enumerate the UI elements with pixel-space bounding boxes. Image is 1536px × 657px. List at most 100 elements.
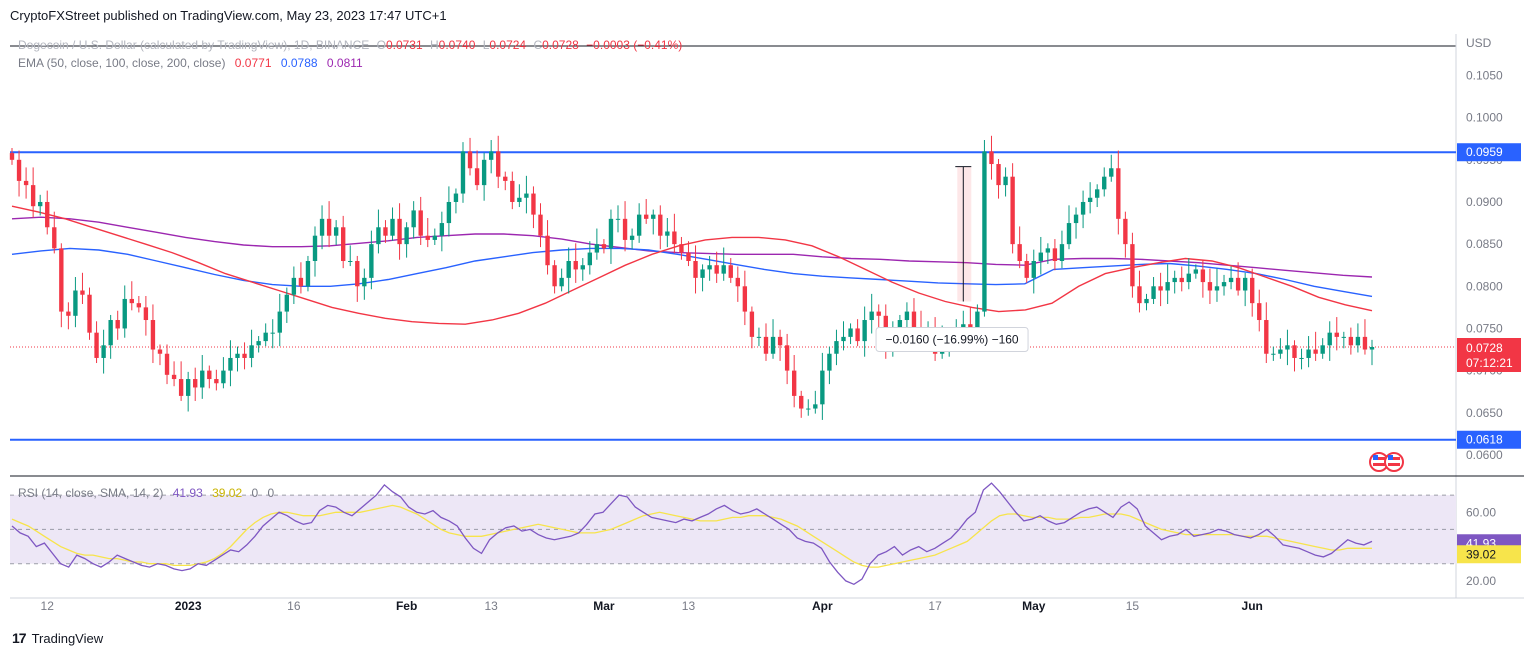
last-price-label: 0.0728 <box>1466 341 1503 355</box>
candle-body <box>122 298 127 329</box>
candle-body <box>524 193 529 198</box>
candle-body <box>1271 353 1276 355</box>
candle-body <box>1158 286 1163 291</box>
footer-brand[interactable]: 17 TradingView <box>12 630 103 646</box>
time-tick-label: 13 <box>484 599 498 613</box>
candle-body <box>1186 273 1191 283</box>
candle-body <box>474 168 480 186</box>
rsi-legend[interactable]: RSI (14, close, SMA, 14, 2) 41.93 39.02 … <box>18 486 275 500</box>
time-axis[interactable]: 12 2023 16 Feb 13 Mar 13 Apr 17 May 15 Jun <box>41 599 1263 613</box>
time-tick-label: 2023 <box>175 599 202 613</box>
candle-body <box>1087 197 1093 202</box>
candle-body <box>460 151 466 194</box>
candle-body <box>996 164 1001 186</box>
publish-header: CryptoFXStreet published on TradingView.… <box>10 8 447 23</box>
candle-body <box>869 311 874 321</box>
candle-body <box>404 227 409 245</box>
symbol-legend[interactable]: Dogecoin / U.S. Dollar (calculated by Tr… <box>18 38 682 52</box>
candle-body <box>1144 298 1149 304</box>
ema200-line <box>11 216 1373 278</box>
candle-body <box>305 261 311 287</box>
candle-body <box>1102 176 1107 190</box>
time-tick-label: Feb <box>396 599 417 613</box>
candle-body <box>193 379 198 388</box>
candle-body <box>1179 277 1184 283</box>
candle-body <box>355 261 360 287</box>
candle-body <box>1299 357 1304 359</box>
candle-body <box>911 311 917 329</box>
candle-body <box>806 408 811 410</box>
level-price-label: 0.0618 <box>1466 433 1503 447</box>
price-axis[interactable]: 0.10500.10000.09500.09000.08500.08000.07… <box>1457 69 1521 462</box>
candle-body <box>496 151 501 177</box>
ema-legend[interactable]: EMA (50, close, 100, close, 200, close) … <box>18 56 363 70</box>
candle-body <box>439 223 445 236</box>
candle-body <box>608 218 614 249</box>
candle-body <box>777 336 783 346</box>
level-price-tag <box>1457 430 1521 449</box>
candle-body <box>369 244 374 278</box>
candle-body <box>319 218 325 236</box>
candle-body <box>1207 282 1213 291</box>
candle-body <box>622 218 628 240</box>
candle-body <box>298 277 304 287</box>
candle-body <box>1003 176 1008 186</box>
candle-body <box>87 294 92 333</box>
candle-body <box>1235 277 1241 291</box>
candle-body <box>1137 286 1142 304</box>
candle-body <box>961 324 966 329</box>
candle-body <box>1109 168 1114 177</box>
candle-body <box>228 357 233 371</box>
candle-body <box>1123 218 1128 245</box>
candle-body <box>9 153 15 160</box>
candle-body <box>855 328 860 342</box>
candle-body <box>1341 336 1346 338</box>
candle-body <box>1073 214 1079 224</box>
chart-canvas[interactable]: −0.0160 (−16.99%) −160 0.1050 0.1000 0.095… <box>0 0 1536 618</box>
candle-body <box>207 370 212 380</box>
candle-body <box>573 261 578 270</box>
candle-body <box>1165 282 1170 291</box>
candle-body <box>827 353 832 371</box>
candle-body <box>45 201 50 228</box>
candle-body <box>59 248 64 312</box>
candle-body <box>594 244 600 253</box>
us-flag-events-icon[interactable] <box>1369 452 1404 472</box>
candle-body <box>446 201 452 224</box>
measure-tool[interactable]: −0.0160 (−16.99%) −160 <box>875 166 1029 352</box>
candle-body <box>418 210 423 236</box>
candle-body <box>587 252 593 266</box>
candle-body <box>73 290 78 316</box>
candle-body <box>221 370 226 384</box>
candle-body <box>517 197 522 202</box>
candle-body <box>291 277 297 295</box>
candle-body <box>1193 269 1199 274</box>
rsi-ma-value-label: 39.02 <box>1466 547 1496 561</box>
time-tick-label: 17 <box>928 599 942 613</box>
candle-body <box>834 341 839 354</box>
brand-label: TradingView <box>31 630 104 646</box>
candle-body <box>763 336 769 354</box>
candle-body <box>1116 168 1121 219</box>
candle-body <box>1151 286 1156 299</box>
candle-body <box>129 298 134 304</box>
candle-body <box>1080 201 1086 215</box>
candle-body <box>1362 336 1368 350</box>
candle-body <box>876 311 881 316</box>
candle-body <box>1038 252 1043 261</box>
candle-body <box>700 269 705 278</box>
candle-body <box>1320 345 1325 354</box>
candle-body <box>178 379 184 396</box>
candle-body <box>1066 223 1072 245</box>
candle-body <box>38 201 43 207</box>
time-tick-label: 13 <box>682 599 696 613</box>
time-tick-label: Apr <box>812 599 833 613</box>
candle-body <box>312 235 318 261</box>
time-tick-label: May <box>1022 599 1046 613</box>
candle-body <box>1130 244 1135 287</box>
candle-body <box>566 261 571 278</box>
candle-body <box>150 320 156 350</box>
candle-body <box>982 151 987 312</box>
candle-body <box>326 218 332 236</box>
candle-body <box>679 244 684 253</box>
